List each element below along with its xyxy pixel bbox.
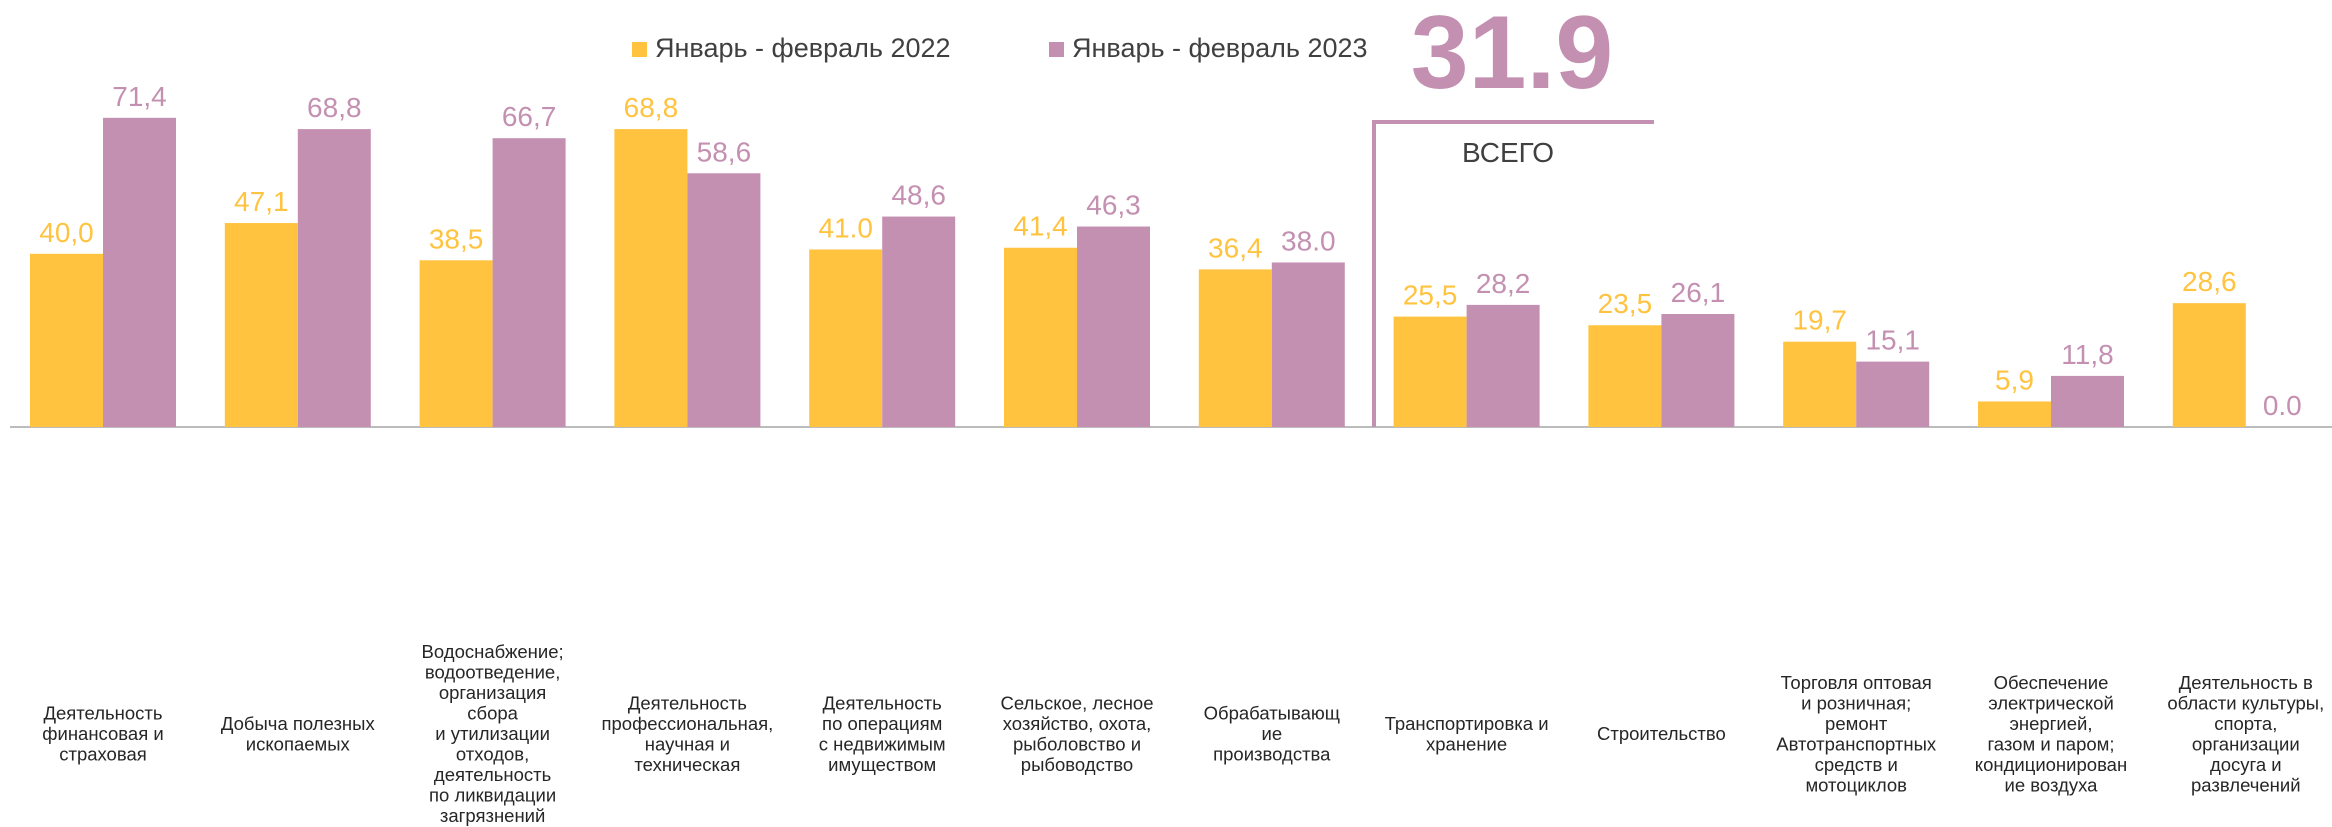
bar bbox=[809, 249, 883, 427]
category-label: Торговля оптовая и розничная; ремонт Автотр… bbox=[1776, 672, 1937, 796]
legend-label: Январь - февраль 2022 bbox=[655, 33, 951, 63]
value-label: 11,8 bbox=[2061, 339, 2113, 370]
value-label: 68,8 bbox=[624, 92, 679, 123]
value-label: 38,5 bbox=[429, 223, 484, 254]
value-label: 41,4 bbox=[1013, 211, 1068, 242]
value-label: 15,1 bbox=[1865, 325, 1920, 356]
bar bbox=[1856, 361, 1930, 427]
value-label: 71,4 bbox=[112, 81, 167, 112]
value-label: 38.0 bbox=[1281, 225, 1336, 256]
value-label: 28,6 bbox=[2182, 266, 2237, 297]
bar bbox=[882, 216, 956, 427]
value-label: 26,1 bbox=[1671, 277, 1726, 308]
bar bbox=[1466, 304, 1540, 427]
bar bbox=[492, 138, 566, 427]
value-label: 48,6 bbox=[891, 180, 946, 211]
value-label: 0.0 bbox=[2263, 390, 2302, 421]
bar bbox=[1271, 262, 1345, 427]
legend-label: Январь - февраль 2023 bbox=[1072, 33, 1368, 63]
value-label: 68,8 bbox=[307, 92, 362, 123]
category-label: Транспортировка и хранение bbox=[1385, 713, 1549, 755]
value-label: 40,0 bbox=[39, 217, 94, 248]
category-label: Добыча полезных ископаемых bbox=[221, 713, 376, 755]
category-label: Обеспечение электрической энергией, газом и… bbox=[1975, 672, 2127, 796]
bar bbox=[1004, 247, 1077, 427]
legend-swatch bbox=[1049, 42, 1064, 57]
value-label: 28,2 bbox=[1476, 268, 1531, 299]
bar bbox=[1661, 313, 1735, 427]
category-label: Сельское, лесное хозяйство, охота, рыболов… bbox=[1000, 692, 1153, 775]
value-label: 25,5 bbox=[1403, 280, 1458, 311]
value-label: 19,7 bbox=[1792, 305, 1847, 336]
total-value: 31.9 bbox=[1411, 0, 1613, 111]
legend-swatch bbox=[632, 42, 647, 57]
category-label: Деятельность финансовая и страховая bbox=[42, 703, 163, 765]
category-label: Деятельность по операциям с недвижимым имущ… bbox=[819, 692, 946, 775]
bar bbox=[1198, 269, 1272, 427]
bar bbox=[1978, 401, 2051, 427]
category-label: Деятельность профессиональная, научная и те… bbox=[601, 692, 773, 775]
value-label: 58,6 bbox=[697, 136, 752, 167]
bar bbox=[614, 129, 688, 427]
bar bbox=[2172, 303, 2246, 427]
value-label: 5,9 bbox=[1995, 364, 2034, 395]
value-label: 66,7 bbox=[502, 101, 557, 132]
category-label: Строительство bbox=[1597, 723, 1726, 744]
bar bbox=[419, 260, 493, 427]
bar bbox=[1783, 341, 1857, 427]
value-label: 46,3 bbox=[1086, 190, 1141, 221]
bar bbox=[2051, 375, 2124, 427]
bar bbox=[30, 253, 103, 427]
category-label: Деятельность в области культуры, спорта, ор… bbox=[2167, 672, 2324, 796]
value-label: 41.0 bbox=[818, 212, 873, 243]
value-label: 23,5 bbox=[1598, 288, 1653, 319]
value-label: 36,4 bbox=[1208, 232, 1263, 263]
total-label: ВСЕГО bbox=[1462, 137, 1554, 168]
bar bbox=[297, 129, 371, 427]
category-label: Водоснабжение; водоотведение, организация с… bbox=[422, 641, 564, 826]
bar bbox=[1393, 316, 1467, 427]
value-label: 47,1 bbox=[234, 186, 289, 217]
bar bbox=[1588, 325, 1662, 427]
bar bbox=[224, 223, 298, 427]
bar bbox=[687, 173, 761, 427]
category-label: Обрабатывающ ие производства bbox=[1204, 703, 1340, 765]
bar bbox=[1077, 226, 1150, 427]
bar bbox=[103, 117, 176, 427]
